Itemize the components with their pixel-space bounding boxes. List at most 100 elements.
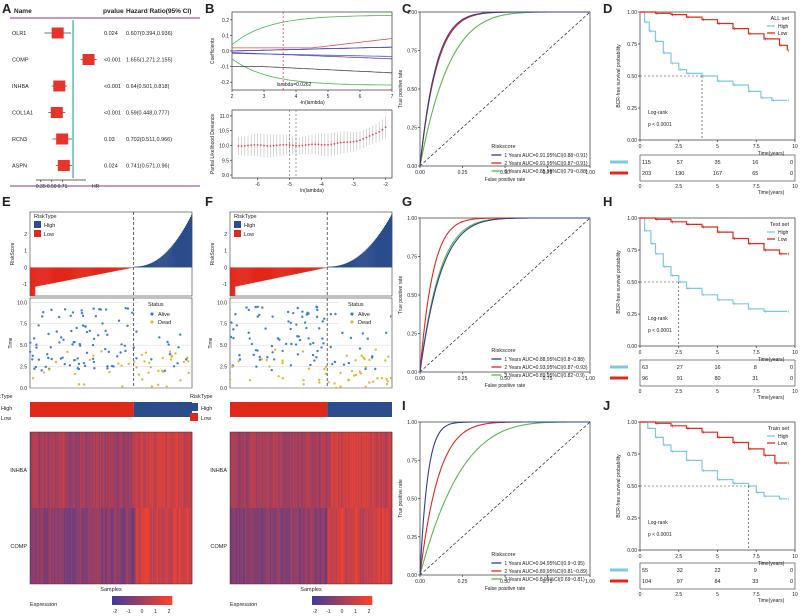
y-tick-label: 2 (24, 232, 27, 238)
heatmap-cell (349, 508, 352, 584)
heatmap-cell (364, 508, 367, 584)
heatmap-cell (372, 508, 374, 584)
heatmap-cell (353, 508, 355, 584)
status-legend-label: Alive (358, 312, 370, 318)
risk-score-bar (303, 267, 306, 273)
y-tick-label: 0.50 (627, 484, 637, 490)
hazard-ratio-text: 0.59(0.448,0.777) (126, 111, 170, 117)
panel-letter-h: H (603, 194, 612, 209)
x-tick-label: 0.35 (36, 184, 46, 190)
risk-score-bar (319, 267, 321, 270)
heatmap-cell (385, 432, 388, 508)
heatmap-cell (101, 508, 103, 584)
heatmap-cell (180, 508, 183, 584)
heatmap-cell (322, 432, 324, 508)
heatmap-cell (333, 508, 335, 584)
status-point (167, 343, 170, 346)
status-point (350, 369, 354, 373)
y-tick-label: 0.75 (407, 49, 417, 55)
coefficient-path (231, 15, 393, 46)
risk-score-bar (154, 261, 156, 268)
risk-score-bar (32, 267, 34, 296)
x-tick-label: 0.71 (58, 184, 68, 190)
risk-score-bar (367, 247, 369, 268)
heatmap-cell (342, 432, 344, 508)
heatmap-cell (299, 432, 302, 508)
risk-score-bar (339, 265, 341, 268)
panel-letter-c: C (402, 1, 412, 16)
status-point (289, 364, 293, 367)
heatmap-cell (257, 432, 259, 508)
status-point (261, 306, 264, 309)
risk-score-bar (65, 267, 67, 281)
risk-count: 27 (677, 365, 683, 371)
heatmap-cell (179, 432, 182, 508)
y-tick-label: 10.0 (219, 143, 229, 149)
heatmap-cell (84, 432, 87, 508)
status-point (176, 362, 179, 365)
status-point (29, 341, 32, 344)
risk-score-bar (164, 253, 166, 268)
risk-score-bar (87, 267, 89, 277)
risk-score-bar (188, 218, 191, 268)
y-tick-label: 10.5 (219, 129, 229, 135)
status-point (320, 346, 323, 349)
status-point (40, 369, 43, 372)
risk-score-bar (301, 267, 304, 273)
heatmap-cell (86, 508, 88, 584)
x-tick-label: 7.5 (753, 184, 760, 190)
logrank-label: Log-rank (648, 110, 668, 116)
p-value: <0.001 (104, 58, 121, 64)
heatmap-cell (169, 508, 172, 584)
status-point (70, 329, 73, 333)
x-tick-label: 0.25 (458, 376, 468, 382)
risk-count: 35 (714, 160, 720, 166)
survival-curve-high (640, 11, 788, 101)
heatmap-cell (182, 508, 184, 584)
risk-score-bar (270, 267, 272, 280)
heatmap-cell (266, 508, 268, 584)
heatmap-cell (66, 508, 68, 584)
status-point (76, 366, 80, 370)
expression-gradient-cell (112, 596, 116, 605)
risk-count: 190 (675, 171, 684, 177)
risk-score-bar (345, 263, 347, 268)
deviance-point (381, 128, 384, 131)
status-point (168, 352, 172, 356)
heatmap-cell (81, 508, 83, 584)
heatmap-cell (94, 508, 97, 584)
status-point (177, 346, 180, 349)
heatmap-cell (251, 432, 253, 508)
heatmap-cell (233, 432, 236, 508)
status-point (385, 377, 388, 381)
status-point (318, 327, 321, 330)
risk-score-bar (323, 267, 325, 269)
risk-score-bar (288, 267, 290, 276)
risk-score-bar (156, 259, 158, 268)
heatmap-cell (378, 432, 380, 508)
risk-score-bar (149, 263, 151, 268)
risk-score-bar (264, 267, 266, 281)
panel-letter-g: G (402, 194, 412, 209)
risk-score-bar (157, 259, 159, 268)
y-tick-label: 0.25 (407, 332, 417, 338)
risk-score-bar (366, 248, 368, 268)
heatmap-cell (368, 432, 370, 508)
heatmap-cell (317, 508, 319, 584)
y-tick-label: 1.00 (627, 10, 637, 16)
risk-score-bar (331, 266, 333, 268)
deviance-point (263, 144, 265, 147)
heatmap-cell (258, 508, 261, 584)
risk-score-bar (43, 267, 45, 286)
status-point (59, 357, 63, 360)
risk-score-bar (266, 267, 268, 281)
heatmap-cell (272, 508, 274, 584)
heatmap-cell (172, 432, 174, 508)
heatmap-cell (268, 508, 271, 584)
heatmap-cell (154, 508, 157, 584)
risk-count: 80 (714, 376, 720, 382)
heatmap-cell (380, 432, 383, 508)
y-tick-label: 9.0 (222, 173, 229, 179)
risk-score-bar (253, 267, 255, 283)
header-pvalue: pvalue (103, 8, 124, 15)
